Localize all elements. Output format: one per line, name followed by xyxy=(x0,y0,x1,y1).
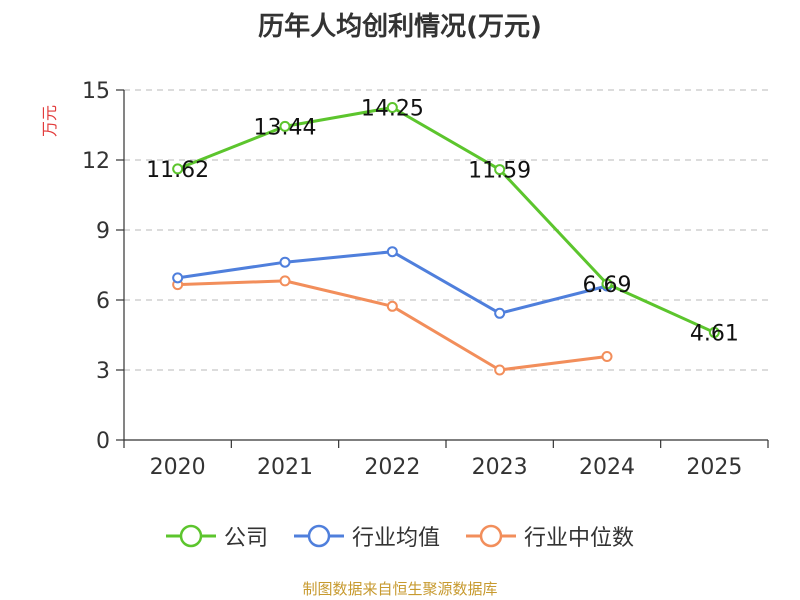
source-note: 制图数据来自恒生聚源数据库 xyxy=(302,580,498,598)
y-tick-label: 3 xyxy=(96,359,110,384)
data-point xyxy=(172,163,184,175)
data-point xyxy=(494,364,506,376)
data-point xyxy=(279,120,291,132)
series-lines xyxy=(172,102,720,376)
data-label: 6.69 xyxy=(583,273,632,298)
data-label: 11.59 xyxy=(468,159,531,184)
y-tick-label: 12 xyxy=(82,149,110,174)
data-labels: 11.62 13.44 14.25 11.59 6.69 4.61 xyxy=(146,97,739,347)
x-tick-label: 2023 xyxy=(472,455,528,480)
series-line-0 xyxy=(177,106,715,334)
data-point xyxy=(279,256,291,268)
x-tick-label: 2020 xyxy=(150,455,206,480)
legend-marker-icon xyxy=(293,524,344,548)
data-label: 13.44 xyxy=(254,115,317,140)
y-tick-label: 0 xyxy=(96,429,110,454)
data-point xyxy=(494,307,506,319)
data-point xyxy=(494,164,506,176)
x-tick-label: 2022 xyxy=(364,455,420,480)
data-label: 14.25 xyxy=(361,97,424,122)
data-point xyxy=(386,300,398,312)
legend-marker-icon xyxy=(165,524,216,548)
legend-label: 行业均值 xyxy=(351,526,440,551)
data-label: 11.62 xyxy=(146,158,209,183)
legend-marker-icon xyxy=(466,524,516,548)
axes: 0 3 6 9 12 15 2020 2021 2022 2023 2024 2025 xyxy=(82,79,769,480)
data-point xyxy=(601,350,613,362)
legend-label: 公司 xyxy=(223,526,268,551)
data-point xyxy=(386,246,398,258)
legend: 公司 行业均值 行业中位数 xyxy=(0,520,800,552)
data-point xyxy=(172,272,184,284)
legend-label: 行业中位数 xyxy=(524,526,635,551)
grid-lines xyxy=(124,89,768,371)
legend-item[interactable]: 行业中位数 xyxy=(466,520,634,552)
y-tick-label: 6 xyxy=(96,289,110,314)
legend-item[interactable]: 公司 xyxy=(165,520,268,552)
data-point xyxy=(708,326,720,338)
legend-item[interactable]: 行业均值 xyxy=(293,520,440,552)
data-point xyxy=(279,275,291,287)
data-label: 4.61 xyxy=(690,321,739,346)
chart-title: 历年人均创利情况(万元) xyxy=(258,12,542,42)
data-point xyxy=(601,278,613,290)
x-tick-label: 2024 xyxy=(579,455,635,480)
x-tick-label: 2021 xyxy=(257,455,313,480)
y-tick-label: 9 xyxy=(96,219,110,244)
series-line-2 xyxy=(177,279,608,372)
y-tick-label: 15 xyxy=(82,79,110,104)
x-tick-label: 2025 xyxy=(686,455,742,480)
data-point xyxy=(386,102,398,113)
